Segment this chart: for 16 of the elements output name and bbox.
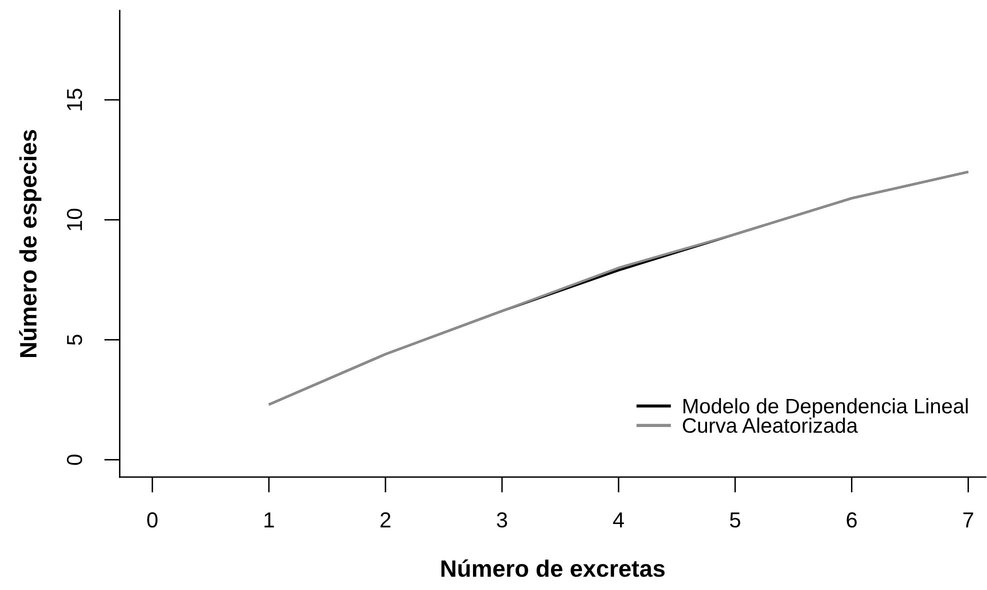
y-tick-label: 10	[66, 208, 82, 230]
x-tick-label: 4	[613, 512, 624, 528]
x-tick-label: 6	[846, 512, 857, 528]
x-tick-label: 5	[730, 512, 740, 528]
legend-label: Curva Aleatorizada	[682, 418, 858, 433]
legend-label: Modelo de Dependencia Lineal	[684, 398, 968, 418]
y-tick-label: 5	[67, 334, 82, 345]
y-tick-label: 0	[66, 454, 82, 465]
x-tick-label: 3	[496, 512, 508, 528]
x-tick-label: 1	[264, 512, 274, 528]
y-axis-title: Número de especies	[19, 130, 42, 358]
x-tick-label: 2	[380, 512, 390, 528]
x-tick-label: 7	[963, 512, 974, 528]
x-axis-title: Número de excretas	[441, 559, 665, 577]
y-tick-label: 15	[67, 88, 82, 110]
x-tick-label: 0	[147, 512, 158, 528]
